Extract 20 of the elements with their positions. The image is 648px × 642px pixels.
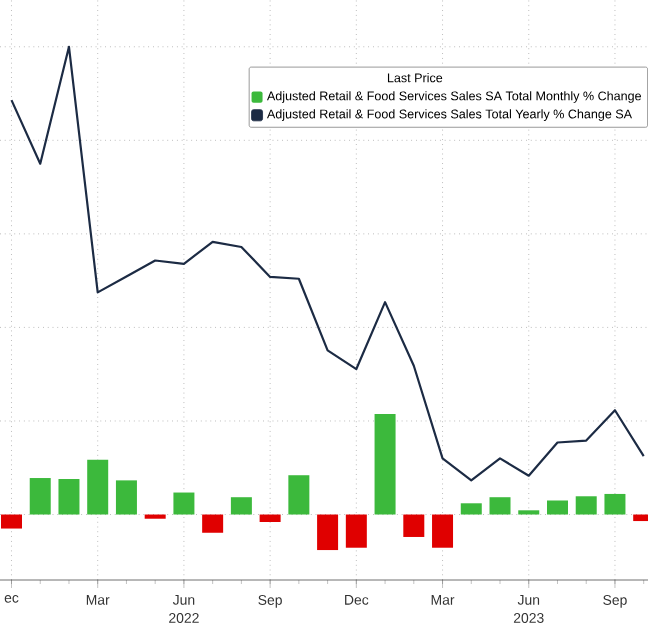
bar: [0, 514, 22, 529]
bar: [87, 459, 109, 515]
bar: [403, 514, 425, 537]
bar: [317, 514, 339, 551]
bar: [460, 503, 482, 515]
bar: [432, 514, 454, 548]
bar: [202, 514, 224, 533]
bar: [58, 478, 80, 515]
bar: [230, 497, 252, 515]
bar: [374, 413, 396, 515]
bar: [173, 492, 195, 515]
bar: [546, 500, 568, 515]
bar: [115, 480, 137, 515]
bar: [259, 514, 281, 522]
bar: [604, 493, 626, 515]
bar: [29, 478, 51, 515]
bar: [288, 475, 310, 515]
bar: [575, 496, 597, 515]
bar: [345, 514, 367, 548]
bar: [489, 497, 511, 515]
